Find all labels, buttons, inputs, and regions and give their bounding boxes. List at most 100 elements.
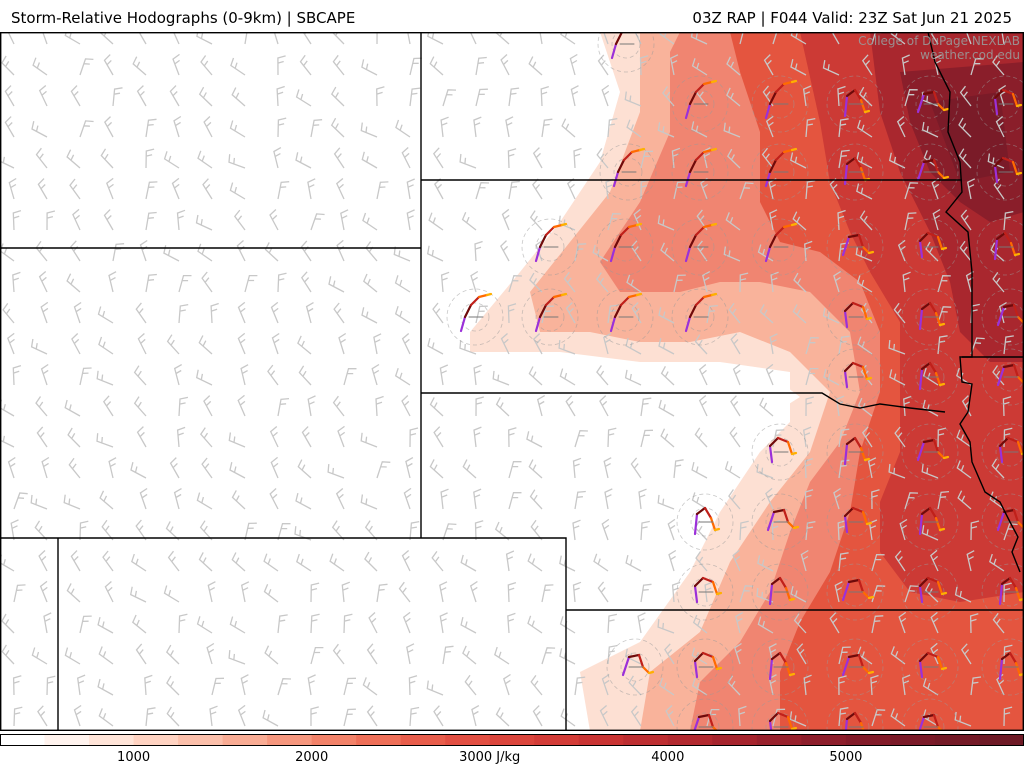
wind-barb	[394, 275, 411, 293]
wind-barb	[856, 275, 873, 293]
wind-barb	[442, 645, 454, 665]
hodograph-ring	[611, 32, 641, 59]
wind-barb	[277, 397, 290, 417]
wind-barb	[277, 117, 287, 138]
wind-barb	[310, 582, 320, 603]
wind-barb	[937, 306, 952, 324]
colorbar-segment	[311, 734, 357, 746]
hodograph-ring	[620, 652, 650, 682]
hodograph-segment	[936, 450, 946, 460]
wind-barb	[329, 553, 345, 572]
wind-barb	[201, 271, 213, 293]
hodograph-segment	[863, 109, 871, 114]
valid-time-label: 03Z RAP | F044 Valid: 23Z Sat Jun 21 202…	[692, 9, 1012, 27]
wind-barb	[505, 550, 515, 572]
wind-barb	[237, 332, 246, 355]
wind-barb	[73, 301, 82, 324]
wind-barb	[207, 581, 216, 603]
wind-barb	[402, 611, 411, 634]
hodograph-segment	[847, 653, 861, 659]
hodograph-segment	[703, 506, 713, 520]
wind-barb	[471, 705, 480, 727]
wind-barb	[889, 369, 906, 386]
hodograph-segment	[918, 715, 926, 731]
wind-barb	[32, 57, 48, 76]
wind-barb	[896, 116, 906, 138]
wind-barb	[35, 147, 48, 169]
wind-barb	[310, 646, 324, 665]
wind-barb	[40, 301, 49, 324]
wind-barb	[37, 705, 48, 727]
wind-barb	[473, 426, 482, 448]
hodograph-segment	[859, 98, 867, 114]
wind-barb	[195, 369, 213, 386]
hodograph-segment	[861, 590, 871, 600]
wind-barb	[596, 365, 609, 386]
wind-barb	[805, 117, 816, 138]
wind-barb	[273, 147, 282, 169]
wind-barb	[145, 707, 156, 727]
wind-barb	[36, 426, 48, 448]
hodograph-segment	[928, 301, 938, 315]
cape-contour-8	[930, 92, 1010, 182]
wind-barb	[565, 302, 576, 324]
hodograph-ring	[521, 218, 579, 276]
hodograph-ring	[995, 302, 1024, 332]
map-panel[interactable]	[0, 32, 1024, 731]
wind-barb	[462, 459, 477, 479]
wind-barb	[163, 151, 180, 169]
colorbar	[0, 731, 1024, 746]
hodograph-segment	[922, 158, 936, 164]
wind-barb	[108, 457, 117, 479]
hodograph-segment	[853, 436, 863, 450]
wind-barb	[98, 646, 114, 665]
wind-barb	[739, 520, 749, 541]
hodograph-ring	[901, 698, 959, 731]
wind-barb	[201, 457, 213, 479]
wind-barb	[904, 492, 919, 510]
hodograph-segment	[560, 222, 568, 227]
hodograph-segment	[843, 94, 849, 118]
wind-barb	[503, 673, 511, 696]
wind-barb	[673, 181, 686, 200]
wind-barb	[937, 275, 951, 293]
wind-barb	[475, 396, 484, 417]
hodograph-segment	[861, 510, 869, 526]
hodograph-segment	[770, 576, 782, 586]
wind-barb	[409, 427, 419, 448]
wind-barb	[901, 54, 910, 76]
hodograph-segment	[867, 250, 875, 255]
wind-barb	[376, 583, 388, 603]
wind-barb	[989, 553, 1005, 572]
wind-barb	[691, 678, 708, 696]
hodograph-segment	[843, 361, 855, 373]
wind-barb	[169, 85, 180, 107]
wind-barb	[838, 118, 849, 138]
hodograph-ring	[995, 362, 1024, 392]
wind-barb	[332, 54, 345, 76]
wind-barb	[310, 706, 319, 726]
wind-barb	[165, 644, 180, 665]
hodograph-segment	[784, 586, 792, 602]
wind-barb	[838, 459, 850, 479]
hodograph-ring	[981, 563, 1024, 621]
wind-barb	[639, 55, 649, 76]
wind-barb	[171, 177, 180, 200]
hodograph-segment	[627, 223, 639, 229]
wind-barb	[669, 54, 679, 76]
wind-barb	[898, 611, 907, 634]
wind-barb	[904, 585, 919, 603]
hodograph-segment	[786, 715, 794, 731]
wind-barb	[393, 246, 411, 262]
wind-barb	[673, 274, 686, 293]
hodograph-segment	[688, 233, 698, 249]
wind-barb	[541, 118, 553, 138]
wind-barb	[473, 116, 482, 138]
wind-barb	[263, 584, 279, 603]
wind-barb	[726, 87, 741, 107]
wind-barb	[360, 432, 378, 448]
wind-barb	[574, 430, 588, 448]
wind-barb	[13, 584, 26, 603]
wind-barb	[101, 519, 114, 541]
hodograph-ring	[676, 638, 734, 696]
